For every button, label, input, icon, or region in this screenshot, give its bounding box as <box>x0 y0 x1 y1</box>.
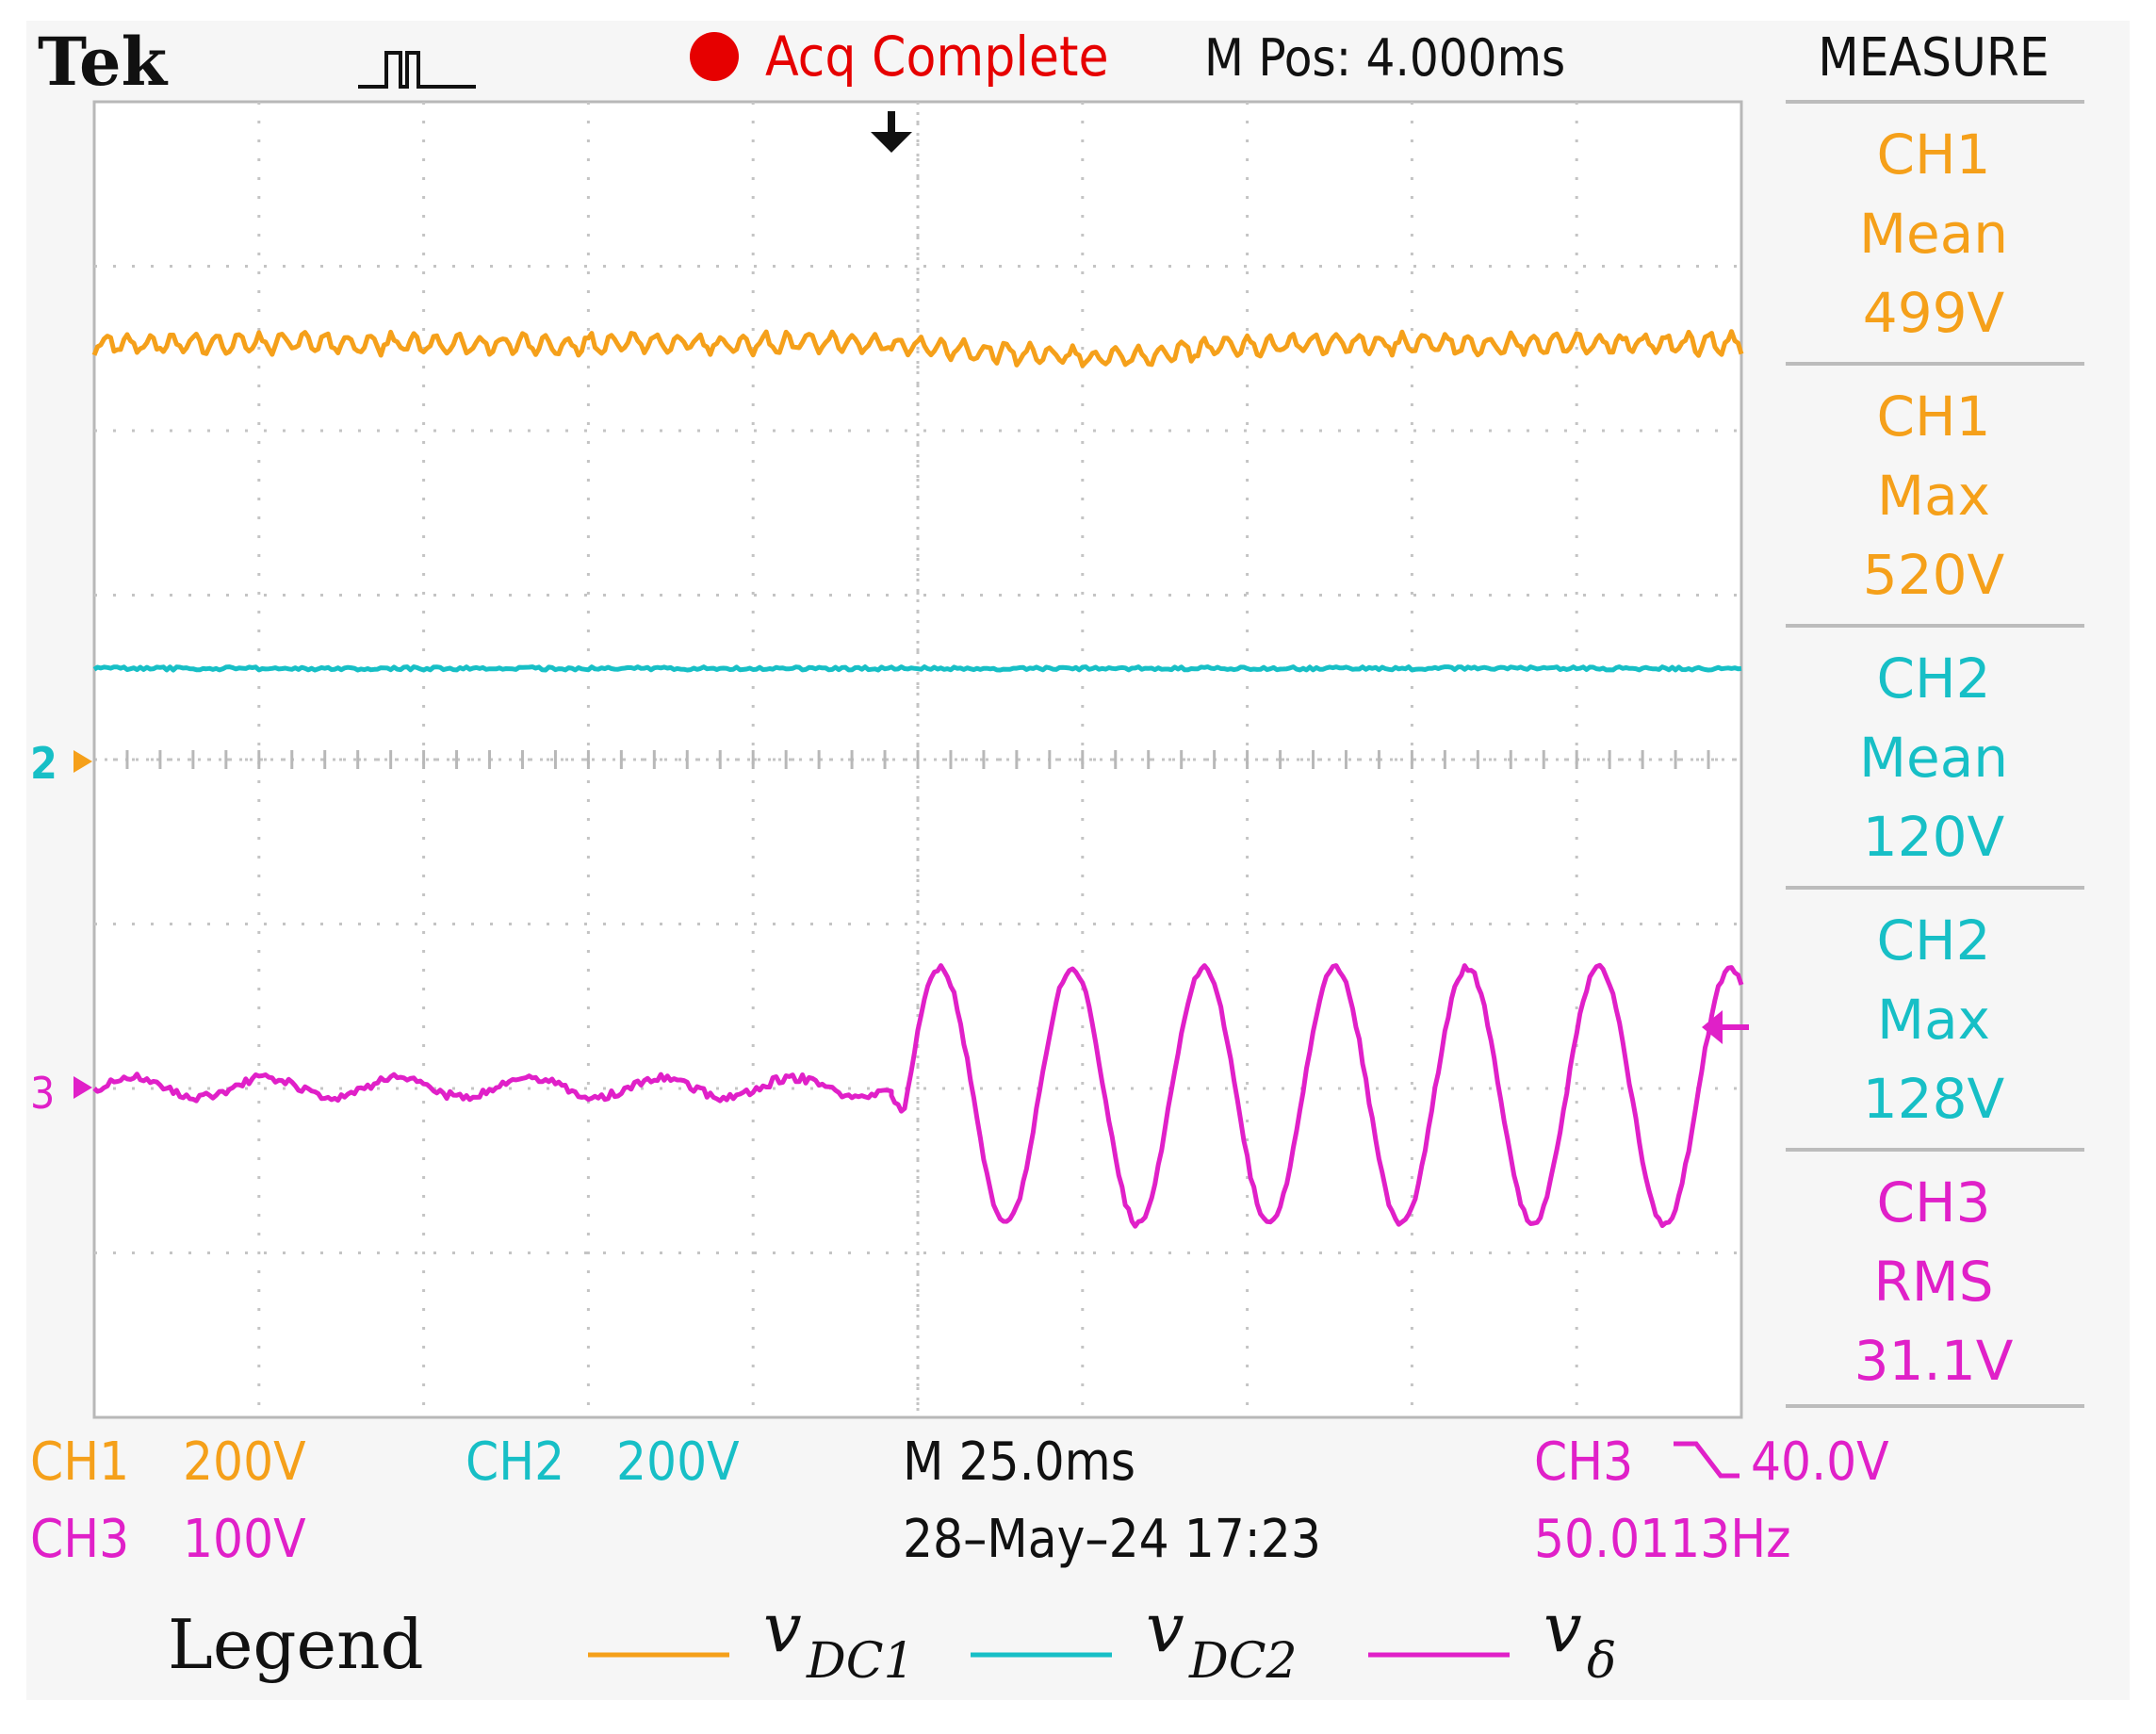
svg-text:3: 3 <box>30 1068 55 1119</box>
legend-symbol: v <box>1544 1588 1582 1667</box>
legend-subscript: DC2 <box>1188 1633 1298 1690</box>
measure-item: CH2 Mean 120V <box>1859 646 2008 869</box>
datetime-readout: 28–May–24 17:23 <box>903 1509 1321 1570</box>
measure-item: CH2 Max 128V <box>1863 908 2005 1131</box>
trigger-level-marker-icon <box>1702 1010 1749 1044</box>
trigger-source: CH3 <box>1534 1431 1633 1493</box>
measure-type: Max <box>1877 464 1990 528</box>
brand-label: Tek <box>38 23 169 101</box>
measure-channel: CH3 <box>1876 1170 1990 1235</box>
measure-panel: CH1 Mean 499V CH1 Max 520V CH2 Mean 120V CH2 Max 12… <box>1786 100 2084 1408</box>
legend-subscript: δ <box>1587 1633 1616 1690</box>
graticule-grid <box>92 100 1743 1419</box>
measure-value: 499V <box>1863 281 2005 345</box>
status-bar: CH1 200V CH2 200V CH3 100V M 25.0ms 28–M… <box>30 1431 1889 1570</box>
measure-type: RMS <box>1873 1250 1993 1314</box>
timebase-readout: M 25.0ms <box>903 1431 1135 1493</box>
position-readout: M Pos: 4.000ms <box>1204 28 1565 88</box>
legend-symbol: v <box>1146 1588 1184 1667</box>
trace-3 <box>92 962 1744 1229</box>
legend-entry: v DC2 <box>971 1588 1298 1690</box>
trace-1 <box>91 329 1744 368</box>
measure-type: Mean <box>1859 726 2008 790</box>
frequency-readout: 50.0113Hz <box>1534 1509 1791 1570</box>
legend-entry: v DC1 <box>588 1588 915 1690</box>
ch3-name: CH3 <box>30 1509 129 1570</box>
measure-channel: CH2 <box>1876 908 1990 973</box>
pulse-icon <box>358 51 476 89</box>
ch2-scale: 200V <box>616 1431 740 1493</box>
falling-edge-icon <box>1674 1441 1740 1479</box>
legend-subscript: DC1 <box>806 1633 915 1690</box>
acq-status-icon <box>690 32 739 81</box>
trigger-marker-icon <box>871 111 912 153</box>
measure-item: CH3 RMS 31.1V <box>1854 1170 2014 1393</box>
measure-value: 120V <box>1863 805 2005 869</box>
measure-value: 31.1V <box>1854 1329 2014 1393</box>
run-state-label: Acq Complete <box>765 25 1109 89</box>
legend-title: Legend <box>168 1605 424 1684</box>
measure-channel: CH2 <box>1876 646 1990 711</box>
legend-symbol: v <box>763 1588 802 1667</box>
ch2-ground-marker: 2 <box>30 738 92 789</box>
trigger-level: 40.0V <box>1751 1431 1889 1493</box>
trace-2 <box>92 664 1742 673</box>
legend: Legend v DC1 v DC2 v δ <box>168 1588 1616 1690</box>
waveform-traces <box>91 329 1744 1229</box>
measure-type: Max <box>1877 988 1990 1052</box>
measure-value: 520V <box>1863 543 2005 607</box>
ch1-name: CH1 <box>30 1431 129 1493</box>
measure-channel: CH1 <box>1876 123 1990 187</box>
ch3-ground-marker: 3 <box>30 1068 92 1119</box>
measure-channel: CH1 <box>1876 384 1990 449</box>
ch1-scale: 200V <box>183 1431 306 1493</box>
measure-type: Mean <box>1859 202 2008 266</box>
svg-text:2: 2 <box>30 738 57 789</box>
ch3-scale: 100V <box>183 1509 306 1570</box>
measure-item: CH1 Max 520V <box>1863 384 2005 607</box>
measure-title: MEASURE <box>1818 27 2049 89</box>
measure-value: 128V <box>1863 1067 2005 1131</box>
ch2-name: CH2 <box>466 1431 564 1493</box>
measure-item: CH1 Mean 499V <box>1859 123 2008 345</box>
